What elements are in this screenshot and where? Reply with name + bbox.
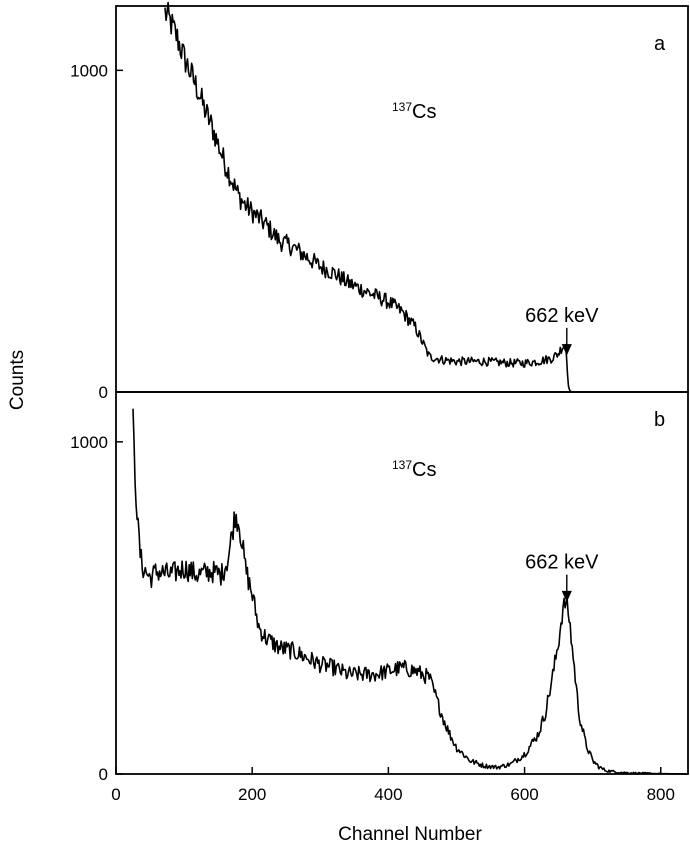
panel-a-isotope-mass: 137 — [392, 100, 412, 114]
panel-a-peak-annotation: 662 keV — [525, 305, 599, 327]
panel-b: 0 1000 b 137Cs 662 keV — [70, 391, 689, 784]
x-axis-ticks: 0 200 400 600 800 — [111, 767, 675, 804]
panel-a-frame — [115, 5, 689, 393]
x-axis-title: Channel Number — [338, 824, 482, 845]
panel-b-peak-arrow — [561, 574, 572, 603]
panel-b-isotope-label: 137Cs — [392, 458, 436, 481]
x-tick-label: 600 — [510, 785, 538, 804]
panel-a-label: a — [654, 33, 666, 55]
x-tick-label: 400 — [374, 785, 402, 804]
panel-a-isotope-label: 137Cs — [392, 100, 436, 123]
panel-a-peak-arrow — [561, 327, 572, 356]
panel-b-frame — [115, 391, 689, 775]
panel-b-isotope-symbol: Cs — [412, 459, 436, 481]
x-tick-label: 0 — [111, 785, 120, 804]
x-tick-label: 800 — [647, 785, 675, 804]
panel-b-y-tick-label: 0 — [99, 765, 108, 784]
panel-b-y-tick-label: 1000 — [70, 433, 108, 452]
panel-a-isotope-symbol: Cs — [412, 101, 436, 123]
panel-a: 0 1000 a 137Cs 662 keV — [70, 1, 689, 402]
x-tick-label: 200 — [238, 785, 266, 804]
panel-a-y-tick-label: 1000 — [70, 61, 108, 80]
panel-b-label: b — [654, 409, 665, 431]
panel-a-spectrum-line — [164, 1, 572, 393]
panel-a-y-ticks: 0 1000 — [70, 61, 123, 402]
panel-b-spectrum-line — [132, 408, 688, 775]
y-axis-title: Counts — [7, 350, 28, 410]
panel-b-y-ticks: 0 1000 — [70, 433, 123, 784]
panel-a-y-tick-label: 0 — [99, 383, 108, 402]
panel-b-isotope-mass: 137 — [392, 458, 412, 472]
panel-b-peak-annotation: 662 keV — [525, 552, 599, 574]
